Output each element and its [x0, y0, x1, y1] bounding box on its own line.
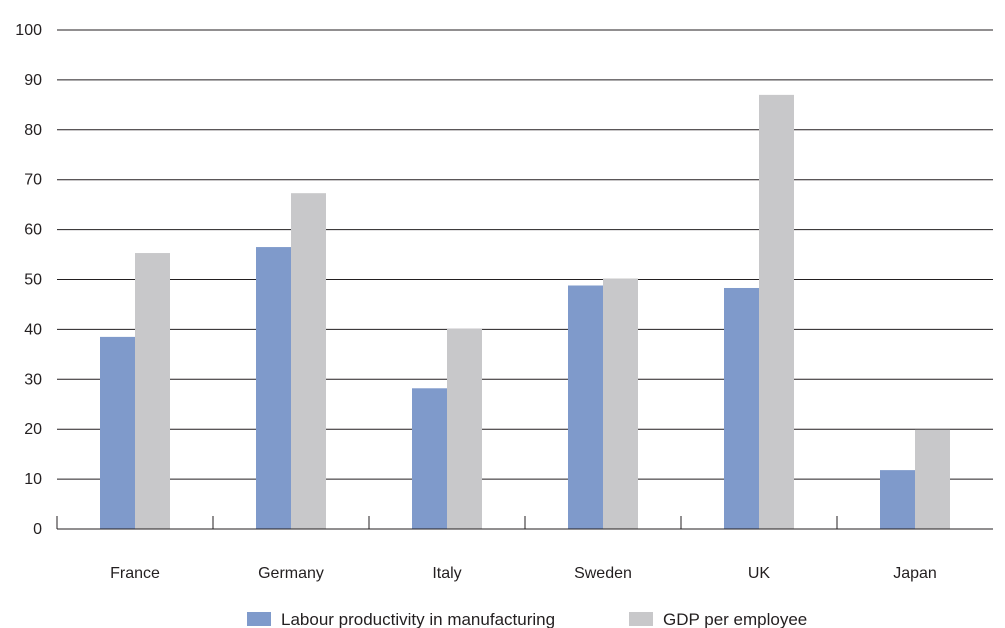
bar-uk-series-1	[724, 287, 759, 529]
x-tick-label-uk: UK	[748, 565, 771, 582]
y-tick-label: 20	[24, 421, 42, 438]
y-tick-label: 60	[24, 222, 42, 239]
bar-uk-series-2	[759, 94, 794, 530]
bar-sweden-series-2	[603, 278, 638, 529]
bar-france-series-1	[100, 336, 135, 529]
x-tick-label-france: France	[110, 565, 160, 582]
bar-germany-series-2	[291, 193, 326, 529]
x-axis	[56, 516, 993, 530]
y-tick-label: 70	[24, 172, 42, 189]
bars	[100, 94, 950, 530]
x-tick-label-sweden: Sweden	[574, 565, 632, 582]
x-tick-label-germany: Germany	[258, 565, 324, 582]
y-tick-label: 100	[15, 22, 42, 39]
y-axis-ticks: 0 10 20 30 40 50 60 70 80 90 100	[15, 22, 42, 538]
y-tick-label: 90	[24, 72, 42, 89]
y-tick-label: 80	[24, 122, 42, 139]
y-tick-label: 0	[33, 521, 42, 538]
legend-label-2: GDP per employee	[663, 610, 807, 628]
bar-japan-series-1	[880, 470, 915, 529]
legend-label-1: Labour productivity in manufacturing	[281, 610, 555, 628]
y-tick-label: 10	[24, 471, 42, 488]
bar-germany-series-1	[256, 247, 291, 529]
bar-france-series-2	[135, 253, 170, 530]
bar-italy-series-1	[412, 388, 447, 529]
gridlines	[57, 29, 993, 480]
x-tick-label-japan: Japan	[893, 565, 937, 582]
bar-sweden-series-1	[568, 285, 603, 529]
y-tick-label: 30	[24, 371, 42, 388]
y-tick-label: 40	[24, 321, 42, 338]
legend-swatch-2	[629, 612, 653, 626]
legend-swatch-1	[247, 612, 271, 626]
legend: Labour productivity in manufacturing GDP …	[247, 610, 807, 628]
x-axis-ticks: France Germany Italy Sweden UK Japan	[110, 565, 937, 582]
bar-italy-series-2	[447, 328, 482, 529]
x-tick-label-italy: Italy	[432, 565, 461, 582]
bar-japan-series-2	[915, 429, 950, 529]
y-tick-label: 50	[24, 272, 42, 289]
